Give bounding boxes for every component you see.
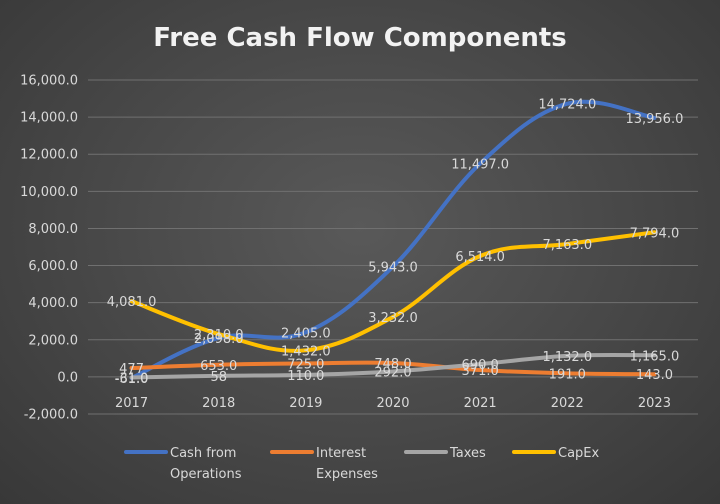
data-label: 690.0 bbox=[462, 358, 499, 373]
data-label: 748.0 bbox=[374, 357, 411, 372]
data-label: 477 bbox=[119, 362, 144, 377]
data-label: 292.0 bbox=[374, 365, 411, 380]
data-label: 725.0 bbox=[287, 357, 324, 372]
legend-entry: Cash from Operations bbox=[170, 446, 242, 482]
data-label: 13,956.0 bbox=[625, 112, 683, 127]
data-label: 1,132.0 bbox=[542, 350, 592, 365]
data-label: 58 bbox=[210, 370, 227, 385]
data-labels: -61.0 2,098.0 2,405.0 5,943.0 11,497.0 14,724… bbox=[107, 98, 684, 387]
data-label: 3,232.0 bbox=[368, 311, 418, 326]
data-label: 6,514.0 bbox=[455, 250, 505, 265]
legend: Cash from Operations Interest Expenses Taxes… bbox=[124, 446, 600, 482]
data-label: 1,165.0 bbox=[630, 349, 680, 364]
y-tick-label: 8,000.0 bbox=[28, 222, 78, 237]
x-tick-label: 2023 bbox=[638, 396, 671, 411]
data-label: 143.0 bbox=[636, 368, 673, 383]
data-label: 371.0 bbox=[462, 364, 499, 379]
data-label: 7,794.0 bbox=[630, 226, 680, 241]
series-line-3 bbox=[129, 230, 657, 353]
y-tick-label: 10,000.0 bbox=[20, 185, 78, 200]
data-label: 14,724.0 bbox=[538, 98, 596, 113]
data-label: 2,310.0 bbox=[194, 328, 244, 343]
legend-entry: Interest Expenses bbox=[316, 446, 378, 482]
series-lines bbox=[129, 99, 657, 381]
data-label: 5,943.0 bbox=[368, 261, 418, 276]
y-tick-label: 2,000.0 bbox=[28, 333, 78, 348]
y-tick-label: 4,000.0 bbox=[28, 296, 78, 311]
y-tick-label: 6,000.0 bbox=[28, 259, 78, 274]
data-label: 110.0 bbox=[287, 369, 324, 384]
x-axis-tick-labels: 2017 2018 2019 2020 2021 2022 2023 bbox=[115, 396, 671, 411]
data-label: 7,163.0 bbox=[542, 238, 592, 253]
data-label: 4,081.0 bbox=[107, 295, 157, 310]
y-tick-label: 16,000.0 bbox=[20, 74, 78, 89]
x-tick-label: 2022 bbox=[551, 396, 584, 411]
series-line-1 bbox=[129, 360, 657, 377]
data-label: 11,497.0 bbox=[451, 158, 509, 173]
data-label: 1,432.0 bbox=[281, 344, 331, 359]
y-tick-label: 0.0 bbox=[57, 370, 78, 385]
data-label: -31.0 bbox=[115, 371, 149, 386]
series-line-2 bbox=[129, 353, 657, 380]
data-label: 2,098.0 bbox=[194, 332, 244, 347]
y-axis-tick-labels: -2,000.0 0.0 2,000.0 4,000.0 6,000.0 8,000.0 1… bbox=[20, 74, 78, 423]
y-tick-label: 12,000.0 bbox=[20, 148, 78, 163]
x-tick-label: 2018 bbox=[202, 396, 235, 411]
x-tick-label: 2019 bbox=[289, 396, 322, 411]
series-line-0 bbox=[129, 99, 657, 381]
y-tick-label: 14,000.0 bbox=[20, 111, 78, 126]
chart-title: Free Cash Flow Components bbox=[153, 23, 567, 53]
x-tick-label: 2021 bbox=[464, 396, 497, 411]
data-label: 191.0 bbox=[549, 367, 586, 382]
legend-entry: CapEx bbox=[558, 446, 600, 461]
legend-entry: Taxes bbox=[449, 446, 486, 461]
data-label: 2,405.0 bbox=[281, 326, 331, 341]
y-tick-label: -2,000.0 bbox=[24, 408, 78, 423]
data-label: -61.0 bbox=[115, 372, 149, 387]
x-tick-label: 2017 bbox=[115, 396, 148, 411]
data-label: 653.0 bbox=[200, 359, 237, 374]
x-tick-label: 2020 bbox=[376, 396, 409, 411]
